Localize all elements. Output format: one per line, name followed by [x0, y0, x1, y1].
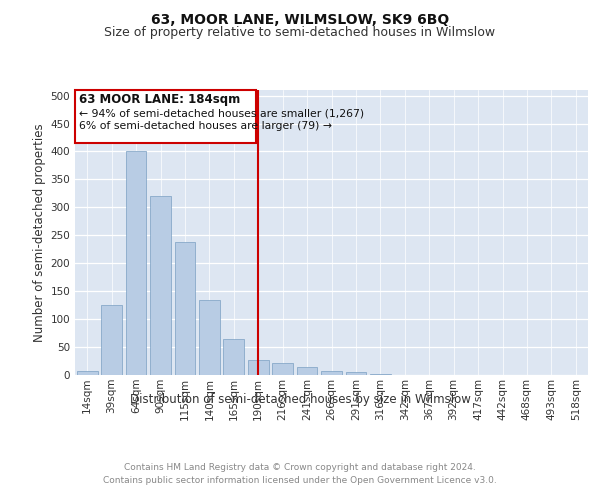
Text: Size of property relative to semi-detached houses in Wilmslow: Size of property relative to semi-detach… — [104, 26, 496, 39]
Bar — [370, 374, 391, 375]
Bar — [101, 305, 122, 375]
Bar — [199, 300, 220, 375]
Text: Distribution of semi-detached houses by size in Wilmslow: Distribution of semi-detached houses by … — [130, 392, 470, 406]
Bar — [125, 152, 146, 375]
Bar — [248, 360, 269, 375]
Text: ← 94% of semi-detached houses are smaller (1,267): ← 94% of semi-detached houses are smalle… — [79, 108, 364, 118]
Text: Contains HM Land Registry data © Crown copyright and database right 2024.: Contains HM Land Registry data © Crown c… — [124, 462, 476, 471]
Text: 6% of semi-detached houses are larger (79) →: 6% of semi-detached houses are larger (7… — [79, 122, 332, 132]
Text: 63 MOOR LANE: 184sqm: 63 MOOR LANE: 184sqm — [79, 93, 241, 106]
Bar — [223, 338, 244, 375]
FancyBboxPatch shape — [76, 90, 256, 143]
Bar — [77, 371, 98, 375]
Bar — [150, 196, 171, 375]
Bar — [296, 367, 317, 375]
Bar — [321, 371, 342, 375]
Bar — [175, 242, 196, 375]
Bar — [272, 362, 293, 375]
Y-axis label: Number of semi-detached properties: Number of semi-detached properties — [33, 123, 46, 342]
Text: 63, MOOR LANE, WILMSLOW, SK9 6BQ: 63, MOOR LANE, WILMSLOW, SK9 6BQ — [151, 12, 449, 26]
Bar — [346, 372, 367, 375]
Text: Contains public sector information licensed under the Open Government Licence v3: Contains public sector information licen… — [103, 476, 497, 485]
